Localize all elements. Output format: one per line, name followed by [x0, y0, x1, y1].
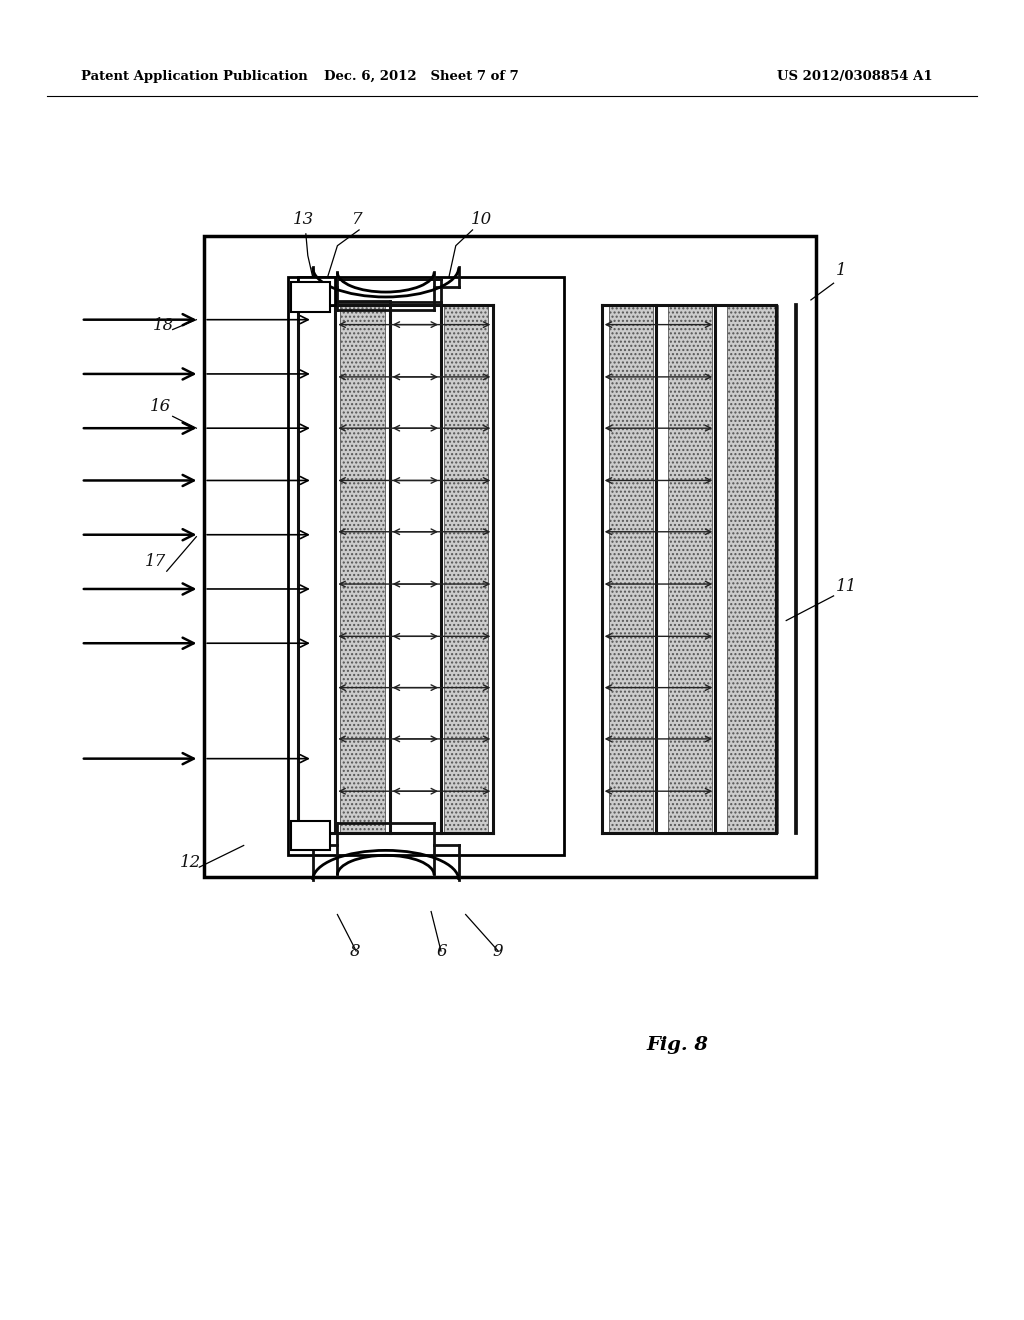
Bar [727, 305, 778, 833]
Text: 16: 16 [150, 399, 171, 416]
Text: 9: 9 [493, 942, 503, 960]
Text: Dec. 6, 2012   Sheet 7 of 7: Dec. 6, 2012 Sheet 7 of 7 [324, 70, 518, 83]
Bar [288, 277, 564, 855]
Text: 18: 18 [153, 317, 174, 334]
Text: 7: 7 [352, 211, 362, 228]
Bar [340, 305, 385, 833]
Bar [204, 236, 816, 876]
Bar [298, 277, 336, 305]
Bar [291, 821, 331, 850]
Bar [444, 305, 488, 833]
Text: 17: 17 [145, 553, 166, 570]
Text: 11: 11 [836, 578, 857, 595]
Bar [291, 282, 331, 312]
Text: 8: 8 [350, 942, 360, 960]
Text: Fig. 8: Fig. 8 [647, 1036, 709, 1053]
Text: US 2012/0308854 A1: US 2012/0308854 A1 [777, 70, 933, 83]
Text: Patent Application Publication: Patent Application Publication [81, 70, 307, 83]
Text: 10: 10 [471, 211, 492, 228]
Bar [608, 305, 653, 833]
Text: 13: 13 [293, 211, 314, 228]
Text: 1: 1 [836, 263, 846, 280]
Bar [668, 305, 713, 833]
Text: 6: 6 [436, 942, 446, 960]
Text: 12: 12 [179, 854, 201, 871]
